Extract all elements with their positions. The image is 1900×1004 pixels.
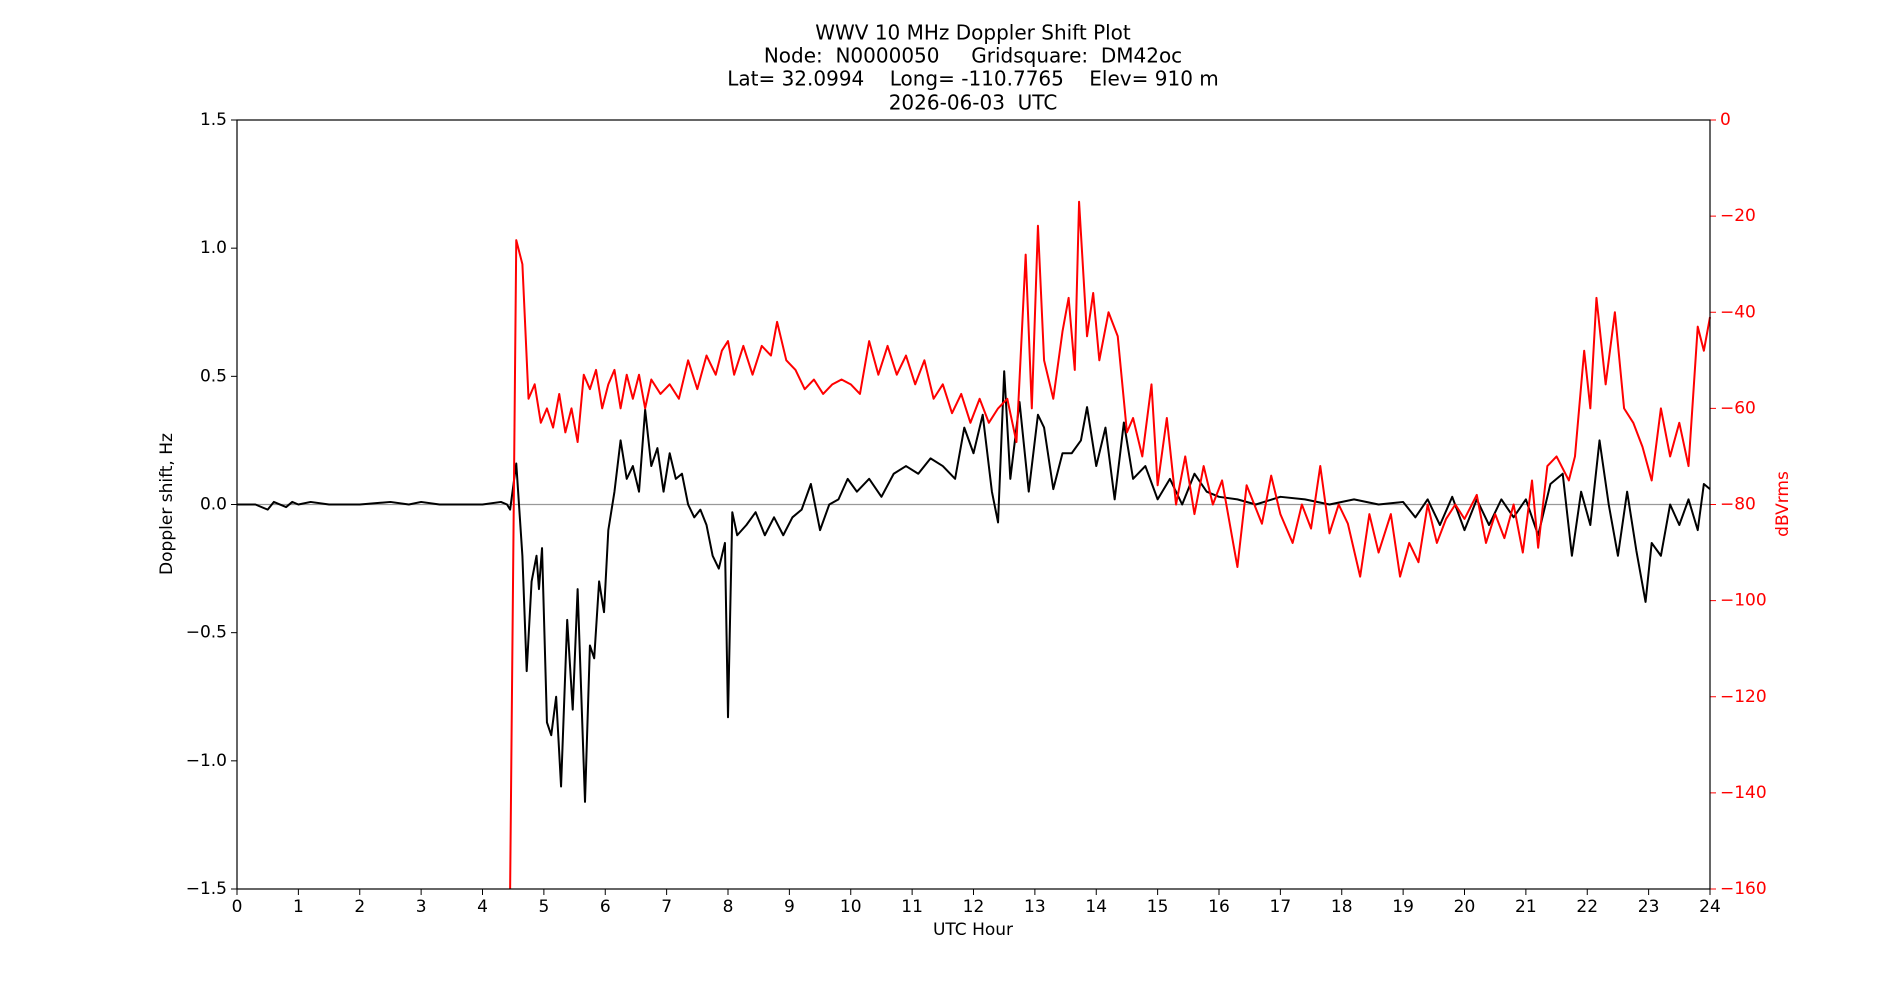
x-tick-label: 16: [1208, 897, 1230, 917]
x-tick-label: 24: [1699, 897, 1721, 917]
x-axis-label: UTC Hour: [933, 920, 1013, 940]
x-tick-label: 14: [1085, 897, 1107, 917]
chart-subtitle: Lat= 32.0994 Long= -110.7765 Elev= 910 m: [727, 67, 1219, 91]
y2-tick-label: −140: [1720, 783, 1767, 803]
x-tick-label: 5: [538, 897, 549, 917]
chart-subtitle: Node: N0000050 Gridsquare: DM42oc: [764, 44, 1182, 68]
x-tick-label: 18: [1331, 897, 1353, 917]
y-tick-label: 0.0: [200, 495, 227, 515]
y-tick-label: 1.5: [200, 110, 227, 130]
x-tick-label: 15: [1147, 897, 1169, 917]
y-tick-label: 0.5: [200, 366, 227, 386]
x-tick-label: 20: [1454, 897, 1476, 917]
x-tick-label: 8: [723, 897, 734, 917]
x-tick-label: 9: [784, 897, 795, 917]
y2-tick-label: −60: [1720, 398, 1756, 418]
x-tick-label: 23: [1638, 897, 1660, 917]
y2-tick-label: −40: [1720, 302, 1756, 322]
y-tick-label: −1.0: [186, 751, 227, 771]
x-tick-label: 10: [840, 897, 862, 917]
x-tick-label: 1: [293, 897, 304, 917]
x-tick-label: 2: [354, 897, 365, 917]
x-tick-label: 12: [963, 897, 985, 917]
x-tick-label: 3: [416, 897, 427, 917]
chart-title: WWV 10 MHz Doppler Shift Plot: [815, 21, 1131, 45]
x-tick-label: 0: [232, 897, 243, 917]
plot-frame: [236, 119, 1711, 890]
data-line: [509, 200, 1711, 890]
x-tick-label: 7: [661, 897, 672, 917]
y2-tick-label: −120: [1720, 687, 1767, 707]
y2-axis-label: dBVrms: [1773, 471, 1793, 537]
y2-tick-label: 0: [1720, 110, 1731, 130]
x-tick-label: 6: [600, 897, 611, 917]
x-tick-label: 17: [1270, 897, 1292, 917]
x-tick-label: 11: [901, 897, 923, 917]
y2-tick-label: −80: [1720, 495, 1756, 515]
y2-tick-label: −20: [1720, 206, 1756, 226]
x-tick-label: 4: [477, 897, 488, 917]
x-tick-label: 21: [1515, 897, 1537, 917]
y-tick-label: −1.5: [186, 879, 227, 899]
x-tick-label: 19: [1392, 897, 1414, 917]
y-tick-label: −0.5: [186, 623, 227, 643]
y2-tick-label: −160: [1720, 879, 1767, 899]
data-line: [237, 370, 1711, 803]
x-tick-label: 22: [1576, 897, 1598, 917]
x-tick-label: 13: [1024, 897, 1046, 917]
y2-tick-label: −100: [1720, 591, 1767, 611]
chart-subtitle: 2026-06-03 UTC: [889, 91, 1058, 115]
y-axis-label: Doppler shift, Hz: [157, 433, 177, 575]
y-tick-label: 1.0: [200, 238, 227, 258]
